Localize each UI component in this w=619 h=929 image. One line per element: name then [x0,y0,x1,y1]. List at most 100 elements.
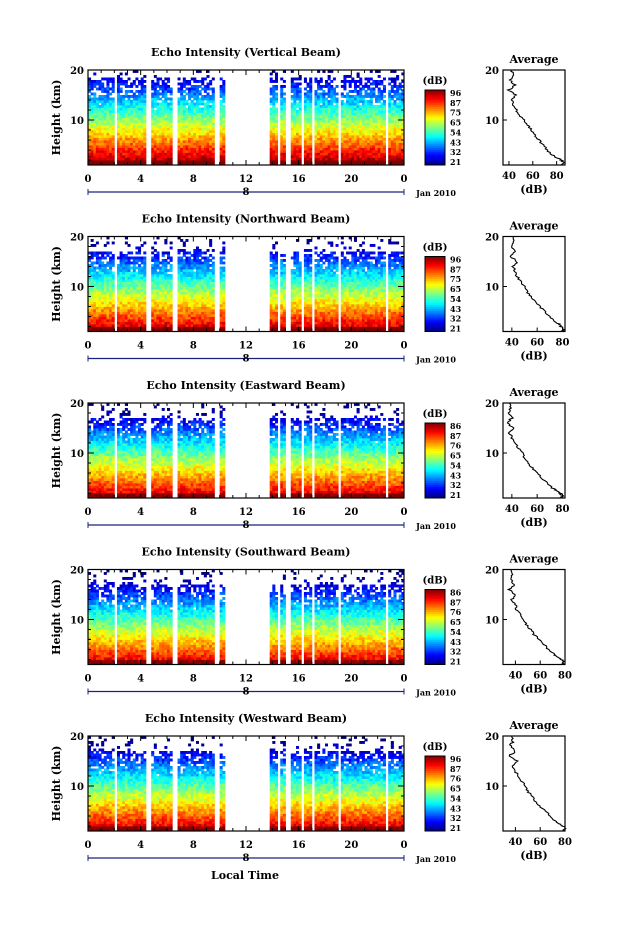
heatmap-cell [364,150,368,153]
heatmap-cell [193,289,197,292]
heatmap-cell [377,145,381,148]
heatmap-cell [330,304,334,307]
heatmap-cell [169,306,173,310]
heatmap-cell [203,304,207,307]
heatmap-cell [293,102,297,106]
heatmap-cell [169,314,173,317]
heatmap-cell [335,147,339,151]
heatmap-cell [351,160,355,163]
heatmap-cell [151,102,155,106]
heatmap-cell [116,117,120,121]
heatmap-cell [188,324,192,327]
heatmap-cell [211,125,215,128]
heatmap-cell [377,80,381,83]
heatmap-cell [95,271,99,275]
heatmap-cell [290,269,294,272]
heatmap-cell [182,115,186,118]
heatmap-cell [88,150,92,153]
heatmap-cell [314,304,318,307]
heatmap-cell [185,284,189,287]
heatmap-cell [206,261,210,265]
heatmap-cell [143,271,147,275]
heatmap-cell [356,140,360,143]
heatmap-cell [290,87,294,91]
heatmap-cell [116,160,120,163]
heatmap-cell [203,142,207,146]
heatmap-cell [95,256,99,260]
heatmap-cell [140,269,144,272]
heatmap-cell [330,140,334,143]
heatmap-cell [95,266,99,270]
heatmap-cell [325,115,329,118]
heatmap-cell [290,115,294,118]
heatmap-cell [93,120,97,123]
heatmap-cell [319,314,323,317]
heatmap-cell [138,314,142,317]
heatmap-cell [159,329,163,332]
heatmap-cell [319,137,323,141]
heatmap-cell [303,316,307,320]
heatmap-cell [98,147,102,151]
heatmap-cell [127,314,131,317]
heatmap-cell [169,120,173,123]
heatmap-cell [111,319,115,322]
heatmap-cell [122,256,126,260]
heatmap-cell [193,150,197,153]
colorbar-segment [425,118,445,121]
heatmap-cell [206,155,210,158]
heatmap-cell [98,132,102,136]
heatmap-cell [335,92,339,96]
heatmap-cell [164,85,168,88]
heatmap-cell [298,87,302,91]
heatmap-cell [111,85,115,88]
heatmap-cell [182,266,186,270]
heatmap-cell [159,276,163,280]
heatmap-cell [143,92,147,96]
heatmap-cell [211,286,215,290]
heatmap-cell [222,107,226,111]
heatmap-cell [193,249,197,252]
heatmap-cell [195,120,199,123]
heatmap-cell [203,264,207,267]
heatmap-cell [206,326,210,330]
heatmap-cell [90,291,94,295]
heatmap-cell [332,92,336,96]
heatmap-cell [298,326,302,330]
heatmap-cell [177,309,181,312]
heatmap-cell [390,85,394,88]
heatmap-cell [322,289,326,292]
heatmap-cell [369,145,373,148]
heatmap-cell [396,142,400,146]
heatmap-cell [206,296,210,300]
heatmap-cell [151,276,155,280]
heatmap-cell [135,299,139,302]
heatmap-cell [219,269,223,272]
heatmap-cell [290,314,294,317]
heatmap-cell [327,117,331,121]
heatmap-cell [111,254,115,257]
heatmap-cell [111,112,115,116]
heatmap-cell [317,321,321,325]
heatmap-cell [101,256,105,260]
heatmap-cell [325,279,329,282]
heatmap-cell [306,259,310,262]
heatmap-cell [167,294,171,297]
heatmap-cell [130,266,134,270]
heatmap-cell [111,321,115,325]
heatmap-cell [340,120,344,123]
heatmap-cell [101,291,105,295]
heatmap-cell [353,140,357,143]
heatmap-cell [138,294,142,297]
heatmap-cell [393,92,397,96]
heatmap-cell [335,162,339,166]
heatmap-cell [95,299,99,302]
heatmap-cell [88,329,92,332]
heatmap-cell [138,125,142,128]
heatmap-cell [306,130,310,133]
heatmap-cell [356,112,360,116]
heatmap-cell [348,137,352,141]
heatmap-cell [393,82,397,86]
heatmap-cell [377,107,381,111]
heatmap-cell [380,125,384,128]
heatmap-cell [103,306,107,310]
